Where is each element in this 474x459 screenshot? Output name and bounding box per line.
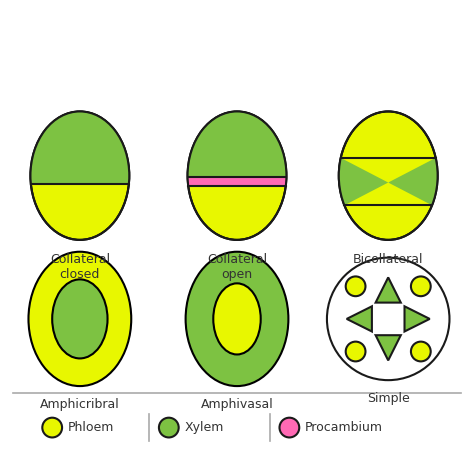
Circle shape bbox=[346, 341, 365, 361]
Ellipse shape bbox=[186, 252, 288, 386]
Circle shape bbox=[411, 276, 431, 296]
Circle shape bbox=[411, 341, 431, 361]
Text: Procambium: Procambium bbox=[305, 421, 383, 434]
Ellipse shape bbox=[188, 112, 286, 240]
Circle shape bbox=[327, 257, 449, 380]
Ellipse shape bbox=[52, 280, 108, 358]
Circle shape bbox=[346, 276, 365, 296]
Ellipse shape bbox=[339, 112, 438, 240]
Circle shape bbox=[280, 418, 299, 437]
Polygon shape bbox=[339, 158, 438, 205]
Ellipse shape bbox=[213, 283, 261, 354]
Text: Xylem: Xylem bbox=[184, 421, 224, 434]
Polygon shape bbox=[375, 277, 401, 302]
Polygon shape bbox=[188, 177, 286, 185]
Circle shape bbox=[42, 418, 62, 437]
Text: Amphivasal: Amphivasal bbox=[201, 398, 273, 411]
Polygon shape bbox=[375, 335, 401, 360]
Text: Bicollateral: Bicollateral bbox=[353, 253, 423, 266]
Ellipse shape bbox=[28, 252, 131, 386]
Text: Phloem: Phloem bbox=[68, 421, 114, 434]
Ellipse shape bbox=[30, 112, 129, 240]
Polygon shape bbox=[346, 306, 372, 331]
Polygon shape bbox=[30, 112, 129, 184]
Text: Simple: Simple bbox=[367, 392, 410, 405]
Text: Collateral
open: Collateral open bbox=[207, 253, 267, 281]
Text: Collateral
closed: Collateral closed bbox=[50, 253, 110, 281]
Text: Amphicribral: Amphicribral bbox=[40, 398, 120, 411]
Polygon shape bbox=[404, 306, 430, 331]
Circle shape bbox=[159, 418, 179, 437]
Polygon shape bbox=[188, 112, 286, 185]
